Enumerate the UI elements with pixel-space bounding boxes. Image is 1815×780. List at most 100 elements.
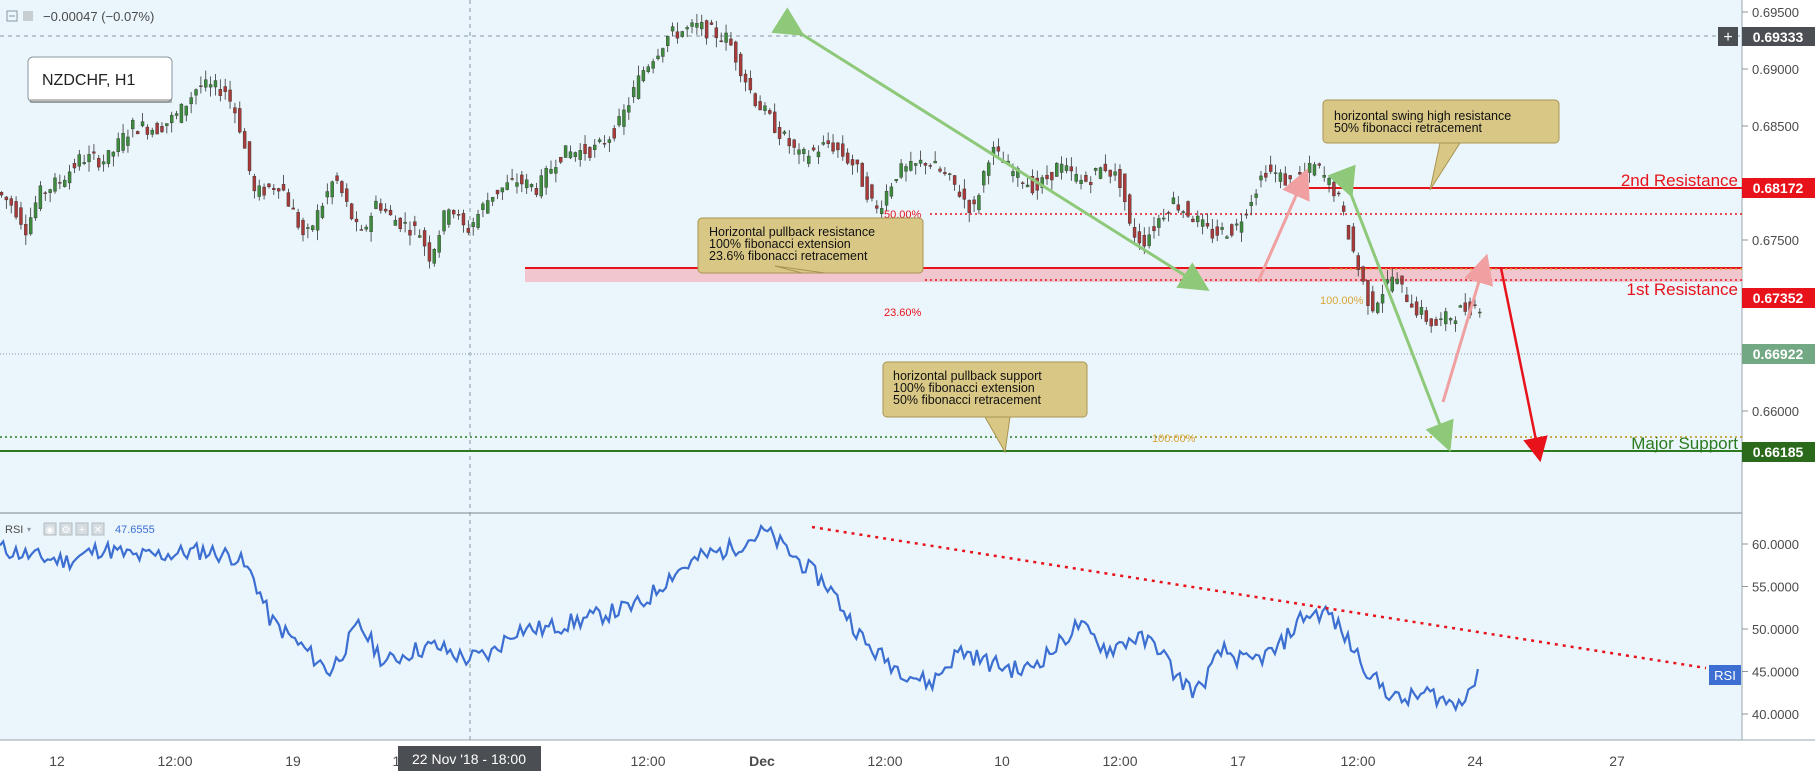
- close-icon[interactable]: [91, 522, 105, 536]
- time-axis-panel[interactable]: [0, 740, 1815, 775]
- candle-body: [92, 151, 96, 154]
- candle-body: [262, 186, 266, 196]
- crosshair-time-label: 22 Nov '18 - 18:00: [412, 751, 526, 767]
- candle-body: [743, 73, 748, 83]
- callout-pullback-support[interactable]: horizontal pullback support 100% fibonac…: [882, 361, 1088, 454]
- price-tick-label: 0.66000: [1752, 404, 1799, 419]
- candle-body: [111, 151, 116, 157]
- callout-pullback-resistance[interactable]: Horizontal pullback resistance 100% fibo…: [697, 217, 924, 274]
- candle-body: [636, 75, 641, 99]
- candle-body: [816, 151, 821, 158]
- candle-body: [1366, 280, 1370, 306]
- settings-icon[interactable]: [59, 522, 73, 536]
- candle-body: [1424, 310, 1429, 322]
- candle-body: [797, 149, 801, 155]
- candle-body: [174, 113, 179, 116]
- candle-body: [524, 179, 529, 189]
- candle-body: [1103, 163, 1108, 172]
- rsi-trendline[interactable]: [811, 525, 1707, 670]
- candle-body: [354, 218, 359, 223]
- candle-body: [1176, 204, 1181, 211]
- green-trend-down-1[interactable]: [771, 7, 1210, 291]
- symbol-box[interactable]: NZDCHF, H1: [27, 56, 173, 103]
- candle-body: [792, 139, 796, 148]
- candle-body: [242, 131, 247, 149]
- rsi-dropdown-icon[interactable]: ▾: [27, 525, 31, 534]
- candle-body: [1269, 164, 1273, 172]
- candle-body: [418, 235, 422, 238]
- candle-body: [1045, 174, 1049, 180]
- badge-last-value: 0.66922: [1753, 346, 1804, 362]
- candle-body: [388, 209, 393, 216]
- pink-zigzag-1[interactable]: [1256, 168, 1310, 283]
- callout-pullback-sup-line2: 100% fibonacci extension: [893, 381, 1035, 395]
- minus-square-icon[interactable]: [6, 10, 18, 22]
- candle-body: [894, 179, 898, 182]
- rsi-toolbar[interactable]: ◉ ⚙ + ✕: [43, 522, 105, 536]
- candle-body: [1064, 165, 1069, 171]
- resistance-1-label: 1st Resistance: [1627, 280, 1739, 299]
- eye-icon[interactable]: [43, 522, 57, 536]
- candle-body: [879, 208, 884, 215]
- candle-body: [1453, 320, 1458, 324]
- candle-body: [199, 85, 203, 87]
- candle-body: [612, 128, 616, 139]
- candle-body: [719, 40, 723, 42]
- candle-body: [422, 230, 427, 247]
- candle-body: [1327, 178, 1331, 185]
- candle-body: [272, 187, 276, 190]
- candle-body: [1473, 304, 1477, 306]
- price-axis-panel[interactable]: [1742, 0, 1815, 740]
- candle-body: [121, 133, 125, 151]
- candle-body: [43, 192, 47, 194]
- candle-body: [855, 159, 860, 165]
- candle-body: [578, 150, 582, 160]
- candle-body: [0, 192, 4, 196]
- candle-body: [554, 167, 558, 174]
- candle-body: [1249, 201, 1253, 206]
- candle-body: [276, 188, 281, 192]
- candle-body: [982, 171, 986, 186]
- pink-zigzag-2[interactable]: [1441, 253, 1494, 403]
- candle-body: [106, 150, 111, 164]
- candle-body: [393, 219, 398, 226]
- candle-body: [486, 200, 490, 214]
- candle-body: [928, 165, 933, 167]
- candle-body: [748, 78, 753, 91]
- time-tick-label: 10: [994, 753, 1010, 769]
- price-tick-label: 0.67500: [1752, 233, 1799, 248]
- rsi-tick-label: 60.0000: [1752, 537, 1799, 552]
- candle-body: [291, 207, 295, 210]
- fib-100-lower-label: 100.00%: [1152, 433, 1196, 445]
- candle-body: [1278, 172, 1283, 182]
- candle-body: [1181, 211, 1185, 213]
- candle-body: [1205, 223, 1210, 227]
- candle-body: [889, 186, 894, 197]
- candle-body: [374, 200, 378, 209]
- candle-body: [943, 172, 947, 175]
- candle-body: [1303, 172, 1307, 175]
- candle-body: [875, 205, 879, 209]
- callout-swing-high[interactable]: horizontal swing high resistance 50% fib…: [1322, 99, 1560, 191]
- plus-add-icon[interactable]: [1718, 27, 1738, 46]
- candle-body: [194, 89, 198, 96]
- price-tick-label: 0.69000: [1752, 62, 1799, 77]
- candle-body: [340, 181, 344, 194]
- candle-body: [63, 179, 67, 187]
- candle-body: [1234, 223, 1239, 226]
- candle-body: [1069, 166, 1074, 172]
- collapse-toggle[interactable]: [6, 10, 18, 22]
- svg-text:✕: ✕: [94, 525, 102, 536]
- rsi-pane[interactable]: [0, 514, 1742, 740]
- crosshair-time-badge: 22 Nov '18 - 18:00: [398, 746, 541, 771]
- candle-body: [986, 162, 991, 176]
- green-trend-down-2[interactable]: [1327, 164, 1454, 452]
- candle-body: [179, 103, 184, 123]
- red-forecast-arrow[interactable]: [1499, 267, 1548, 463]
- plus-icon[interactable]: [75, 522, 89, 536]
- candle-body: [38, 185, 43, 209]
- candle-body: [1312, 164, 1317, 176]
- candle-body: [1448, 318, 1453, 321]
- candle-body: [938, 168, 942, 172]
